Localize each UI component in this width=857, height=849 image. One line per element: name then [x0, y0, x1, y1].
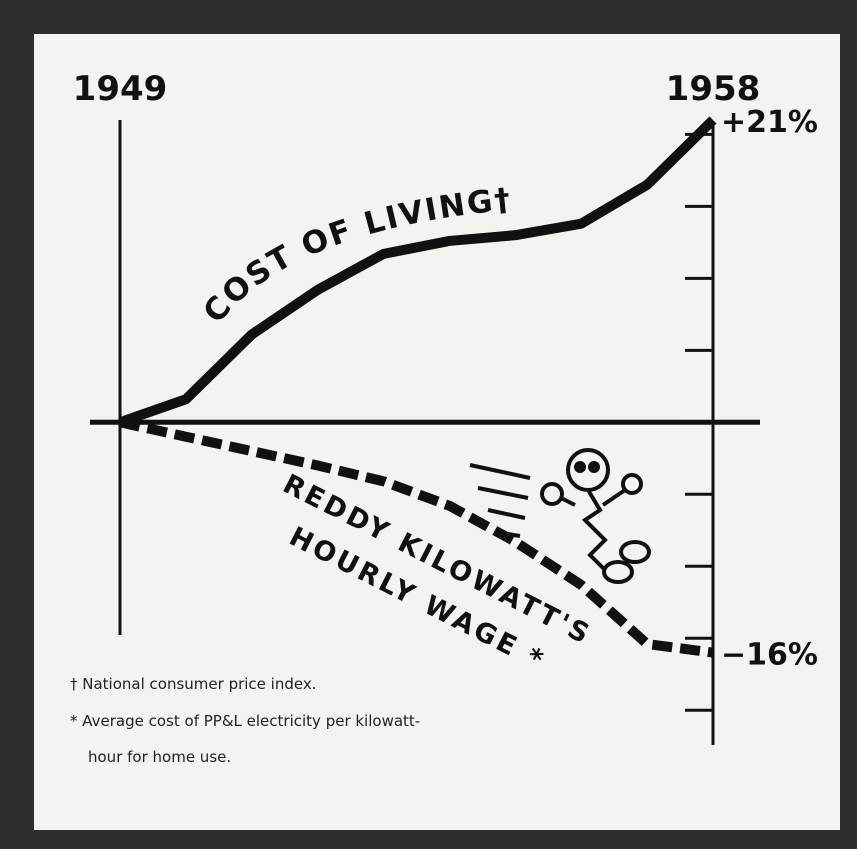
x-tick-label: 1958 [666, 69, 761, 109]
value-label: +21% [721, 105, 818, 140]
page: COST OF LIVING† 19491958+21%−16% REDDY K… [0, 0, 857, 849]
value-label: −16% [721, 638, 818, 673]
footnote: * Average cost of PP&L electricity per k… [70, 703, 438, 775]
footnote: † National consumer price index. [70, 666, 438, 702]
x-tick-label: 1949 [73, 69, 168, 109]
